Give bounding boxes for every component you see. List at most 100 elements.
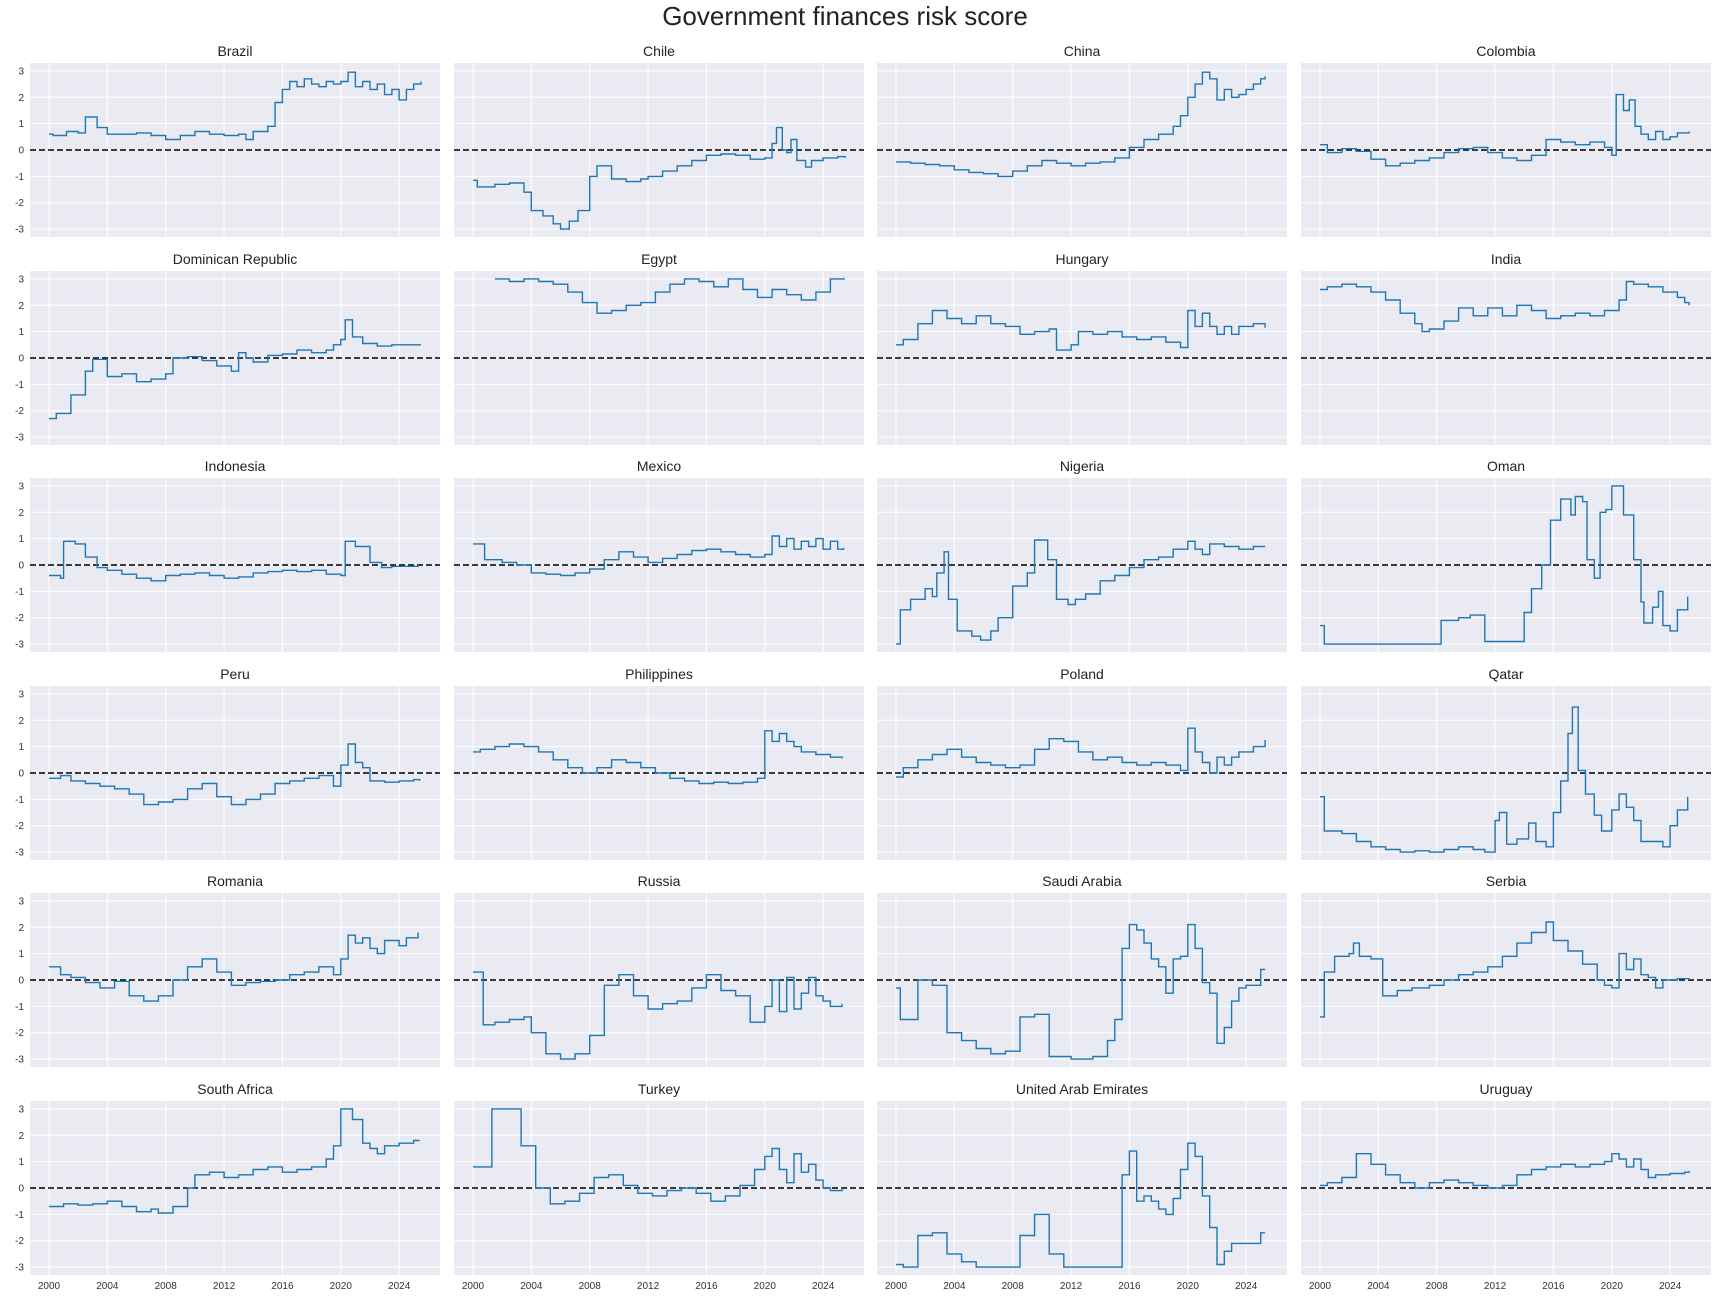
- x-tick-label: 2016: [1542, 1281, 1565, 1292]
- y-tick-label: 0: [18, 769, 24, 780]
- y-tick-label: 2: [18, 508, 24, 519]
- panels: Brazil 3 2 1 0 -1 -2 -3 Chile China Colombia Domini…: [15, 43, 1711, 1292]
- series-line: [1320, 93, 1690, 167]
- series-line: [49, 540, 419, 582]
- y-tick-label: -3: [15, 433, 24, 444]
- series-line: [896, 923, 1266, 1060]
- series-line: [473, 126, 846, 230]
- panel-title: Turkey: [638, 1081, 680, 1097]
- y-tick-label: 3: [18, 1104, 24, 1115]
- x-tick-label: 2016: [271, 1281, 294, 1292]
- y-tick-label: 1: [18, 1157, 24, 1168]
- series-line: [896, 1142, 1266, 1268]
- panel-serbia: Serbia: [1301, 873, 1711, 1067]
- y-tick-label: -3: [15, 225, 24, 236]
- y-tick-label: 0: [18, 354, 24, 365]
- panel-title: Chile: [643, 43, 675, 59]
- y-tick-label: -3: [15, 1263, 24, 1274]
- y-tick-label: -1: [15, 1210, 24, 1221]
- series-line: [896, 71, 1266, 178]
- series-line: [494, 278, 845, 314]
- panel-egypt: Egypt: [454, 251, 864, 445]
- y-tick-label: 1: [18, 742, 24, 753]
- y-tick-label: 0: [18, 561, 24, 572]
- panel-title: Uruguay: [1480, 1081, 1533, 1097]
- x-tick-label: 2004: [943, 1281, 966, 1292]
- panel-south-africa: South Africa 3 2 1 0 -1 -2 -3 2000 2004 2008 2012 20…: [15, 1081, 440, 1292]
- panel-title: Poland: [1060, 666, 1104, 682]
- x-tick-label: 2000: [38, 1281, 61, 1292]
- panel-title: Colombia: [1476, 43, 1535, 59]
- y-tick-label: -2: [15, 821, 24, 832]
- x-tick-label: 2024: [1235, 1281, 1258, 1292]
- panel-qatar: Qatar: [1301, 666, 1711, 860]
- series-line: [49, 932, 419, 1002]
- y-tick-label: -3: [15, 848, 24, 859]
- y-tick-label: -1: [15, 380, 24, 391]
- y-tick-label: 0: [18, 146, 24, 157]
- panel-title: Romania: [207, 873, 263, 889]
- x-tick-label: 2004: [520, 1281, 543, 1292]
- panel-title: Mexico: [637, 458, 682, 474]
- series-line: [1320, 280, 1690, 333]
- y-tick-label: -3: [15, 1055, 24, 1066]
- panel-title: Oman: [1487, 458, 1525, 474]
- x-tick-label: 2004: [1367, 1281, 1390, 1292]
- series-line: [473, 971, 843, 1060]
- x-tick-label: 2024: [1659, 1281, 1682, 1292]
- y-tick-label: 3: [18, 481, 24, 492]
- series-line: [896, 727, 1266, 778]
- y-tick-label: -1: [15, 172, 24, 183]
- panel-title: Indonesia: [205, 458, 266, 474]
- panel-title: Saudi Arabia: [1042, 873, 1122, 889]
- series-line: [473, 1108, 843, 1205]
- series-line: [473, 535, 845, 577]
- y-tick-label: -3: [15, 640, 24, 651]
- panel-title: India: [1491, 251, 1522, 267]
- x-tick-label: 2000: [462, 1281, 485, 1292]
- panel-title: Egypt: [641, 251, 677, 267]
- y-tick-label: 1: [18, 534, 24, 545]
- x-tick-label: 2012: [637, 1281, 660, 1292]
- panel-russia: Russia: [454, 873, 864, 1067]
- series-line: [896, 309, 1266, 351]
- x-tick-label: 2024: [388, 1281, 411, 1292]
- y-tick-label: 1: [18, 949, 24, 960]
- panel-title: Nigeria: [1060, 458, 1105, 474]
- series-line: [1320, 1153, 1690, 1189]
- y-tick-label: 0: [18, 1184, 24, 1195]
- x-tick-label: 2004: [96, 1281, 119, 1292]
- panel-peru: Peru 3 2 1 0 -1 -2 -3: [15, 666, 440, 860]
- x-tick-label: 2020: [1177, 1281, 1200, 1292]
- panel-philippines: Philippines: [454, 666, 864, 860]
- x-tick-label: 2008: [155, 1281, 178, 1292]
- y-tick-label: -2: [15, 1028, 24, 1039]
- panel-indonesia: Indonesia 3 2 1 0 -1 -2 -3: [15, 458, 440, 652]
- panel-title: Hungary: [1056, 251, 1109, 267]
- panel-title: China: [1064, 43, 1101, 59]
- series-line: [896, 539, 1266, 645]
- panel-dominican-republic: Dominican Republic 3 2 1 0 -1 -2 -3: [15, 251, 440, 445]
- panel-title: Qatar: [1488, 666, 1523, 682]
- y-tick-label: 1: [18, 119, 24, 130]
- y-tick-label: -2: [15, 1236, 24, 1247]
- panel-title: United Arab Emirates: [1016, 1081, 1148, 1097]
- x-tick-label: 2012: [1060, 1281, 1083, 1292]
- series-line: [1320, 485, 1689, 645]
- x-tick-label: 2008: [579, 1281, 602, 1292]
- panel-title: Brazil: [217, 43, 252, 59]
- panel-india: India: [1301, 251, 1711, 445]
- panel-turkey: Turkey 2000 2004 2008 2012 2016 2020 2024: [454, 1081, 864, 1292]
- panel-title: Peru: [220, 666, 250, 682]
- panel-nigeria: Nigeria: [877, 458, 1287, 652]
- panel-title: Dominican Republic: [173, 251, 298, 267]
- x-tick-label: 2016: [1118, 1281, 1141, 1292]
- series-line: [49, 1108, 420, 1214]
- x-tick-label: 2020: [754, 1281, 777, 1292]
- y-tick-label: -1: [15, 1002, 24, 1013]
- x-tick-label: 2020: [1601, 1281, 1624, 1292]
- x-tick-label: 2000: [1309, 1281, 1332, 1292]
- y-tick-label: 3: [18, 66, 24, 77]
- panel-mexico: Mexico: [454, 458, 864, 652]
